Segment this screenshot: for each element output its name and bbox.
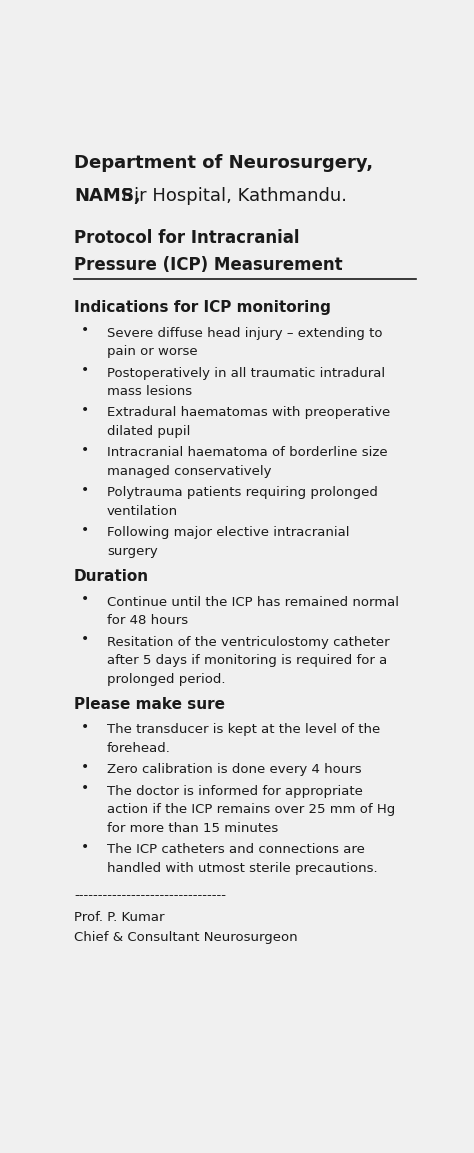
Text: Resitation of the ventriculostomy catheter: Resitation of the ventriculostomy cathet…	[107, 635, 390, 648]
Text: •: •	[81, 839, 89, 853]
Text: Severe diffuse head injury – extending to: Severe diffuse head injury – extending t…	[107, 326, 383, 340]
Text: Duration: Duration	[74, 568, 149, 583]
Text: --------------------------------: --------------------------------	[74, 889, 226, 902]
Text: Protocol for Intracranial: Protocol for Intracranial	[74, 229, 300, 247]
Text: Intracranial haematoma of borderline size: Intracranial haematoma of borderline siz…	[107, 446, 388, 459]
Text: The ICP catheters and connections are: The ICP catheters and connections are	[107, 843, 365, 857]
Text: ventilation: ventilation	[107, 505, 178, 518]
Text: forehead.: forehead.	[107, 743, 171, 755]
Text: surgery: surgery	[107, 545, 158, 558]
Text: dilated pupil: dilated pupil	[107, 425, 191, 438]
Text: Bir Hospital, Kathmandu.: Bir Hospital, Kathmandu.	[116, 187, 347, 205]
Text: Zero calibration is done every 4 hours: Zero calibration is done every 4 hours	[107, 763, 362, 776]
Text: •: •	[81, 443, 89, 457]
Text: mass lesions: mass lesions	[107, 385, 192, 398]
Text: •: •	[81, 483, 89, 497]
Text: Please make sure: Please make sure	[74, 696, 225, 711]
Text: •: •	[81, 760, 89, 774]
Text: after 5 days if monitoring is required for a: after 5 days if monitoring is required f…	[107, 654, 387, 668]
Text: Postoperatively in all traumatic intradural: Postoperatively in all traumatic intradu…	[107, 367, 385, 379]
Text: handled with utmost sterile precautions.: handled with utmost sterile precautions.	[107, 862, 378, 875]
Text: Chief & Consultant Neurosurgeon: Chief & Consultant Neurosurgeon	[74, 932, 298, 944]
Text: •: •	[81, 781, 89, 796]
Text: Continue until the ICP has remained normal: Continue until the ICP has remained norm…	[107, 596, 399, 609]
Text: NAMS,: NAMS,	[74, 187, 141, 205]
Text: The doctor is informed for appropriate: The doctor is informed for appropriate	[107, 785, 363, 798]
Text: action if the ICP remains over 25 mm of Hg: action if the ICP remains over 25 mm of …	[107, 804, 395, 816]
Text: prolonged period.: prolonged period.	[107, 673, 226, 686]
Text: •: •	[81, 522, 89, 537]
Text: for 48 hours: for 48 hours	[107, 615, 188, 627]
Text: Prof. P. Kumar: Prof. P. Kumar	[74, 911, 164, 924]
Text: managed conservatively: managed conservatively	[107, 465, 272, 478]
Text: •: •	[81, 402, 89, 417]
Text: Following major elective intracranial: Following major elective intracranial	[107, 526, 349, 540]
Text: Polytrauma patients requiring prolonged: Polytrauma patients requiring prolonged	[107, 487, 378, 499]
Text: •: •	[81, 719, 89, 733]
Text: for more than 15 minutes: for more than 15 minutes	[107, 822, 278, 835]
Text: •: •	[81, 363, 89, 377]
Text: Extradural haematomas with preoperative: Extradural haematomas with preoperative	[107, 407, 390, 420]
Text: •: •	[81, 632, 89, 646]
Text: Indications for ICP monitoring: Indications for ICP monitoring	[74, 300, 331, 315]
Text: Pressure (ICP) Measurement: Pressure (ICP) Measurement	[74, 256, 343, 274]
Text: The transducer is kept at the level of the: The transducer is kept at the level of t…	[107, 723, 380, 737]
Text: •: •	[81, 323, 89, 337]
Text: Department of Neurosurgery,: Department of Neurosurgery,	[74, 155, 373, 172]
Text: pain or worse: pain or worse	[107, 345, 198, 359]
Text: •: •	[81, 591, 89, 606]
